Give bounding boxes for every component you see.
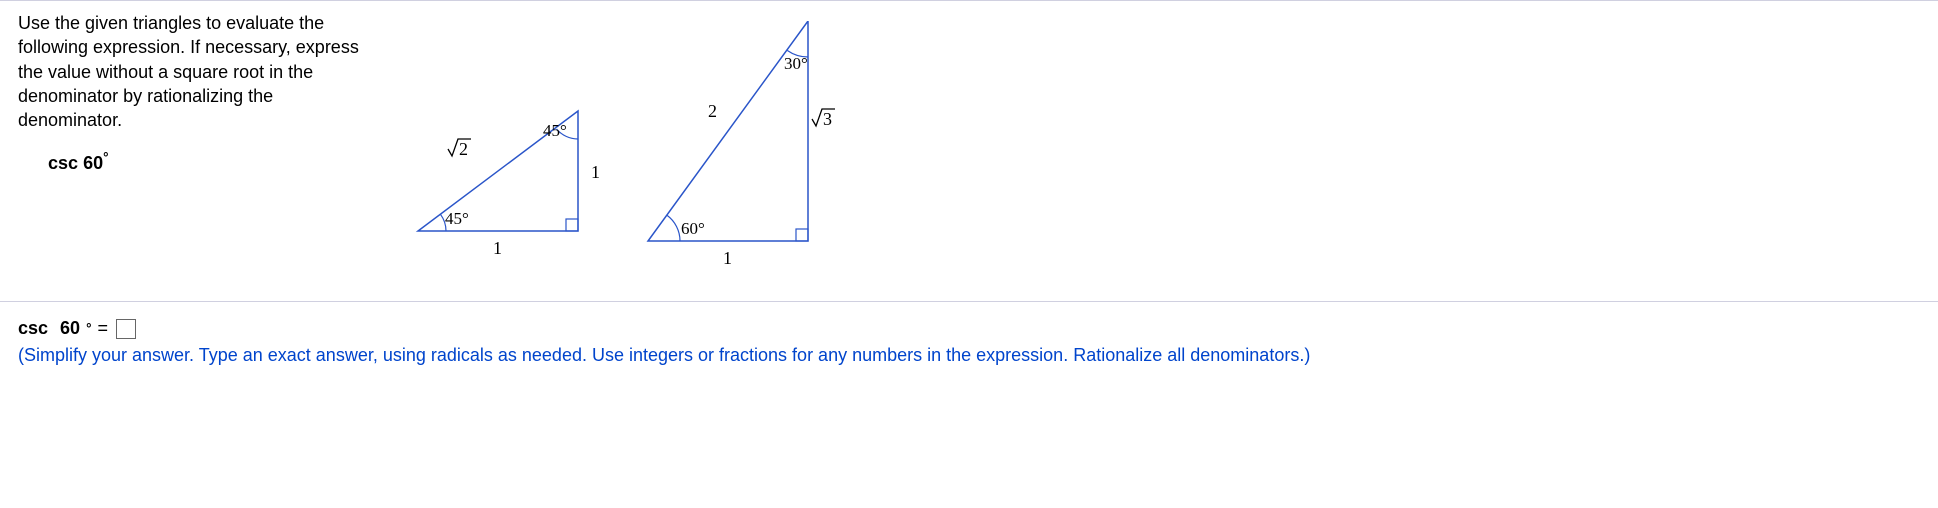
- answer-line: csc 60 ° =: [18, 318, 1920, 339]
- answer-arg: 60: [60, 318, 80, 339]
- svg-text:2: 2: [708, 101, 717, 121]
- svg-text:1: 1: [723, 248, 732, 268]
- prompt-text: Use the given triangles to evaluate the …: [18, 11, 368, 132]
- expression-degree: °: [103, 150, 108, 165]
- problem-container: Use the given triangles to evaluate the …: [0, 0, 1938, 376]
- expression-fn: csc: [48, 153, 78, 173]
- top-section: Use the given triangles to evaluate the …: [0, 1, 1938, 302]
- svg-text:1: 1: [493, 238, 502, 258]
- prompt-column: Use the given triangles to evaluate the …: [18, 11, 388, 281]
- svg-text:45°: 45°: [445, 209, 469, 228]
- answer-section: csc 60 ° = (Simplify your answer. Type an…: [0, 302, 1938, 376]
- triangles-diagram: 2 45° 45° 1 1 2 30° 60° 3 1: [398, 21, 898, 281]
- svg-text:3: 3: [823, 109, 832, 129]
- equals-sign: =: [97, 318, 108, 339]
- answer-input[interactable]: [116, 319, 136, 339]
- svg-text:1: 1: [591, 162, 600, 182]
- answer-fn: csc: [18, 318, 48, 339]
- answer-hint: (Simplify your answer. Type an exact ans…: [18, 345, 1920, 366]
- expression-arg: 60: [83, 153, 103, 173]
- svg-text:30°: 30°: [784, 54, 808, 73]
- answer-degree: °: [86, 321, 91, 336]
- expression: csc 60°: [18, 150, 368, 174]
- svg-text:45°: 45°: [543, 121, 567, 140]
- svg-text:60°: 60°: [681, 219, 705, 238]
- svg-text:2: 2: [459, 139, 468, 159]
- diagram-column: 2 45° 45° 1 1 2 30° 60° 3 1: [388, 11, 1920, 281]
